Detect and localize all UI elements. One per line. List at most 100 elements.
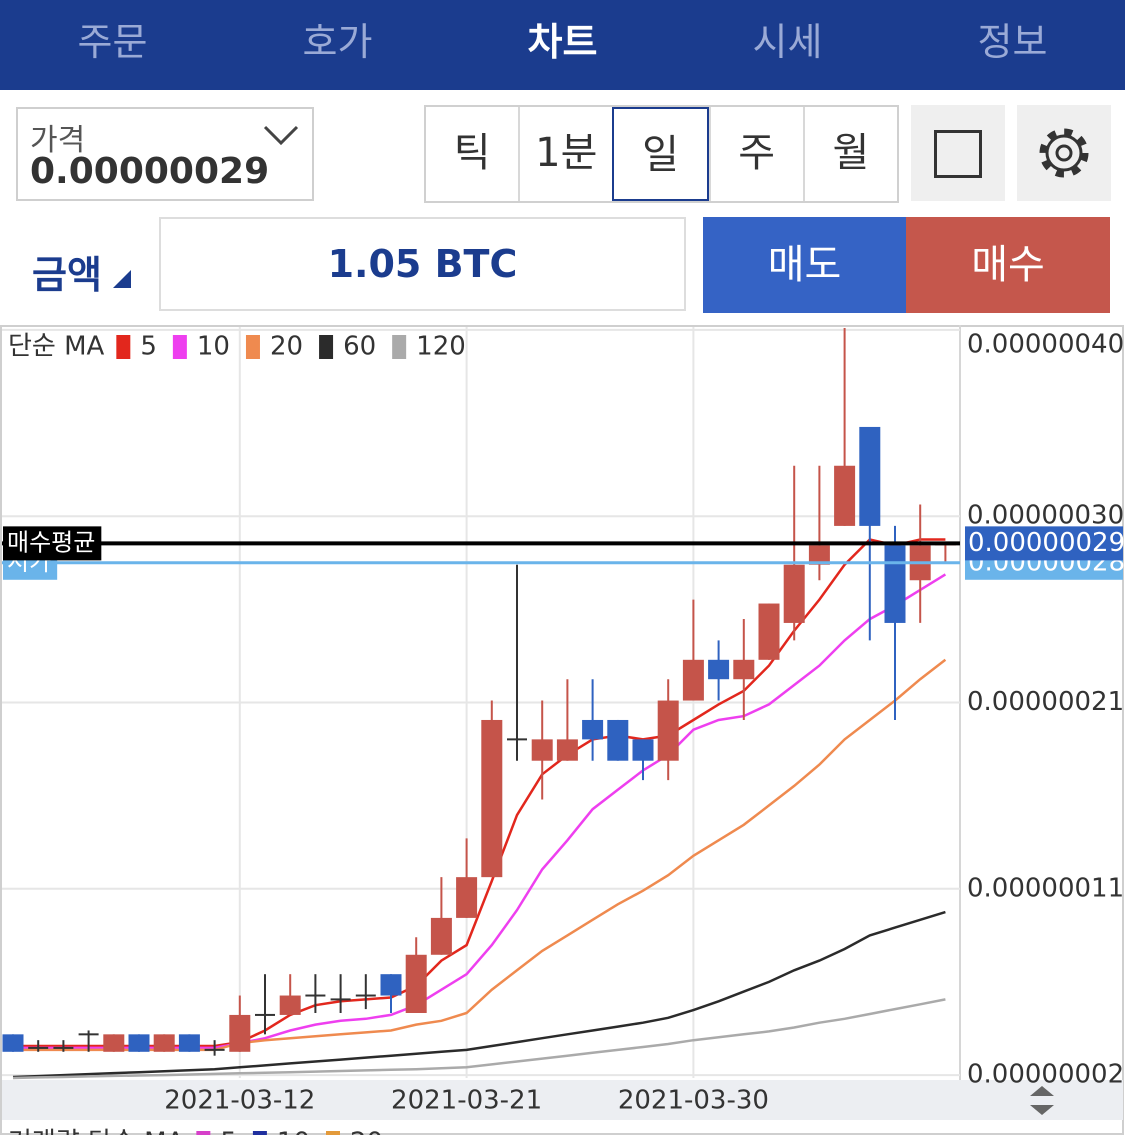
price-select[interactable]: 가격 0.00000029: [16, 107, 314, 201]
amount-input[interactable]: 1.05 BTC: [159, 217, 686, 311]
price-label: 가격: [30, 123, 86, 158]
candle-body: [255, 1013, 275, 1016]
legend-label: 60: [343, 332, 376, 362]
tab[interactable]: 정보: [977, 20, 1048, 64]
legend-label: 5: [220, 1128, 237, 1135]
candle-body: [380, 974, 402, 996]
candle-body: [582, 719, 604, 740]
candle-body: [556, 739, 578, 761]
legend-label: 10: [197, 332, 230, 362]
amount-label[interactable]: 금액: [32, 253, 102, 297]
legend-label: 10: [277, 1128, 310, 1135]
chevron: [263, 125, 299, 146]
candle-body: [53, 1046, 74, 1049]
gear-icon: [1039, 128, 1089, 178]
candle-body: [733, 659, 755, 680]
price-line-name: 매수평균: [7, 528, 95, 556]
candle-body: [178, 1034, 200, 1052]
candle-body: [859, 426, 881, 526]
price-line-value-text: 0.00000029: [968, 528, 1125, 558]
legend-title: 단순 MA: [8, 332, 105, 362]
legend-label: 120: [416, 332, 466, 362]
candle-body: [456, 877, 478, 918]
candle-body: [355, 994, 376, 997]
candle-body: [632, 739, 654, 761]
candle-body: [758, 603, 780, 660]
interval[interactable]: 주: [708, 107, 803, 201]
candle-body: [507, 738, 527, 741]
candle-body: [405, 954, 427, 1013]
y-tick-label: 0.00000040: [967, 330, 1124, 360]
legend-label: 5: [140, 332, 157, 362]
candle-body: [78, 1033, 99, 1036]
legend-swatch: [245, 335, 260, 359]
candle-body: [481, 719, 503, 878]
legend-swatch: [116, 335, 131, 359]
legend-title: 거래량 단순 MA: [8, 1128, 185, 1135]
label-box: [3, 526, 102, 561]
legend-swatch: [392, 335, 407, 359]
candle-body: [884, 545, 906, 623]
price-line-value: 0.00000029: [965, 526, 1125, 561]
interval[interactable]: 일: [612, 107, 709, 201]
candle-body: [28, 1046, 49, 1049]
price-line-label: 매수평균: [3, 526, 102, 561]
legend-swatch: [319, 335, 334, 359]
x-tick-label: 2021-03-12: [164, 1086, 315, 1116]
legend-label: 20: [270, 332, 303, 362]
tab[interactable]: 호가: [302, 20, 373, 64]
legend-swatch: [326, 1131, 340, 1135]
candle-body: [103, 1034, 125, 1052]
candle-body: [153, 1034, 175, 1052]
settings-button[interactable]: [1017, 105, 1111, 201]
candle-body: [657, 700, 679, 761]
chart-frame: [0, 325, 1124, 1135]
candle-body: [708, 659, 730, 680]
buy-button[interactable]: 매수: [906, 217, 1110, 313]
y-tick-label: 0.00000021: [967, 687, 1124, 717]
candle-body: [682, 659, 704, 701]
chart: 0.00000040 0.00000030 0.00000021 0.00000011…: [0, 325, 1125, 1135]
y-tick-label: 0.00000011: [967, 873, 1124, 903]
tab-bar: 주문 호가 차트 시세 정보: [0, 0, 1125, 90]
sell-button[interactable]: 매도: [703, 217, 906, 313]
x-tick-label: 2021-03-30: [618, 1086, 769, 1116]
legend-label: 20: [350, 1128, 383, 1135]
y-tick-label: 0.00000030: [967, 501, 1124, 531]
legend-swatch: [172, 335, 187, 359]
x-tick-label: 2021-03-21: [391, 1086, 542, 1116]
tab[interactable]: 차트: [527, 20, 598, 64]
interval-group: 틱 1분 일 주 월: [424, 105, 899, 203]
candle-body: [2, 1034, 24, 1052]
interval[interactable]: 월: [802, 107, 897, 201]
interval[interactable]: 틱: [453, 130, 491, 176]
tab[interactable]: 주문: [77, 20, 148, 64]
ma-line: [12, 910, 946, 1079]
candle-body: [783, 564, 805, 623]
y-tick-label: 0.00000002: [967, 1060, 1124, 1090]
legend-swatch: [196, 1131, 211, 1135]
date-strip: [2, 1080, 1123, 1120]
triangle-icon: [113, 270, 131, 288]
tab[interactable]: 시세: [752, 20, 823, 64]
candle-body: [430, 917, 452, 955]
candle-body: [607, 719, 629, 761]
candle-body: [204, 1048, 225, 1051]
square-icon: [934, 130, 982, 178]
candle-body: [305, 994, 326, 997]
layout-button[interactable]: [911, 105, 1005, 201]
candle-body: [128, 1034, 150, 1052]
candle-body: [279, 995, 301, 1015]
candle-body: [808, 545, 830, 565]
candle-body: [229, 1014, 251, 1052]
price-value: 0.00000029: [30, 151, 270, 192]
value-box: [965, 526, 1123, 561]
scroll-icon: [1030, 1086, 1054, 1115]
candle-body: [531, 739, 553, 761]
legend-swatch: [252, 1131, 267, 1135]
candle-body: [834, 465, 856, 526]
interval[interactable]: 1분: [518, 107, 612, 201]
ma-line: [12, 998, 946, 1080]
candle-body: [330, 998, 351, 1001]
